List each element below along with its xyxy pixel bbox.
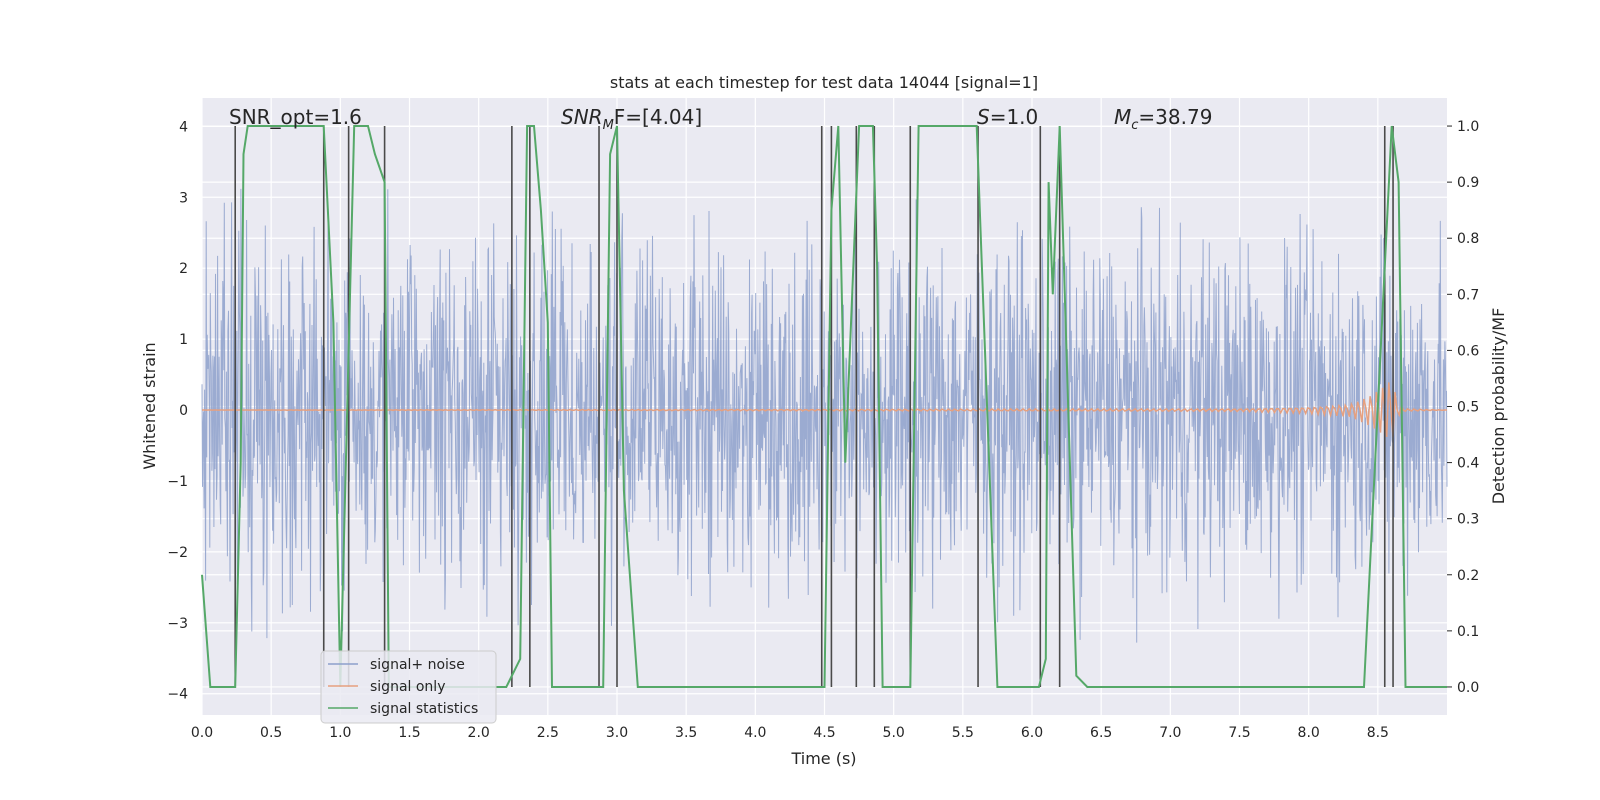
annotation-mc-value: =38.79 (1138, 105, 1212, 129)
annotation-s: S=1.0 (977, 105, 1038, 129)
x-tick-label: 8.5 (1367, 725, 1389, 741)
signal-noise-line (201, 188, 1448, 643)
chart-title: stats at each timestep for test data 140… (610, 73, 1038, 92)
y-tick-label: 0 (179, 403, 188, 419)
signal-only-line (202, 382, 1447, 438)
y2-tick-label: 0.4 (1457, 456, 1479, 472)
signal-statistics-line (201, 125, 1447, 688)
x-ticks: 0.0 0.5 1.0 1.5 2.0 2.5 3.0 3.5 4.0 4.5 5.0 5.5 6.0 6… (191, 725, 1389, 741)
x-tick-label: 1.5 (398, 725, 420, 741)
y2-tick-label: 0.2 (1457, 568, 1479, 584)
signal-only-series (202, 382, 1447, 438)
legend-label-signal-noise: signal+ noise (370, 657, 465, 673)
x-tick-label: 6.0 (1021, 725, 1043, 741)
annotation-mc-base: M (1114, 105, 1131, 129)
annotation-snr-mf-sub: M (603, 118, 614, 133)
annotation-snr-opt: SNR_opt=1.6 (229, 105, 362, 129)
y-tick-label: −3 (167, 616, 188, 632)
x-axis-label: Time (s) (790, 749, 856, 768)
y-axis-label: Whitened strain (140, 342, 159, 469)
annotation-snr-mf: SNRMF=[4.04] (561, 105, 702, 133)
legend-label-signal-statistics: signal statistics (370, 701, 478, 717)
x-tick-label: 4.5 (813, 725, 835, 741)
y-tick-label: −1 (167, 474, 188, 490)
x-tick-label: 7.5 (1228, 725, 1250, 741)
x-tick-label: 0.0 (191, 725, 213, 741)
x-tick-label: 0.5 (260, 725, 282, 741)
legend-label-signal-only: signal only (370, 679, 445, 695)
y2-tick-label: 0.9 (1457, 175, 1479, 191)
y2-tick-label: 0.3 (1457, 512, 1479, 528)
y-tick-label: 1 (179, 332, 188, 348)
y2-tick-label: 0.7 (1457, 287, 1479, 303)
y2-tick-label: 0.8 (1457, 231, 1479, 247)
annotation-s-base: S (977, 105, 990, 129)
y2-tick-label: 0.1 (1457, 624, 1479, 640)
x-tick-label: 2.0 (468, 725, 490, 741)
y-tick-label: −4 (167, 687, 188, 703)
legend: signal+ noise signal only signal statist… (320, 650, 497, 724)
y-tick-label: 2 (179, 261, 188, 277)
x-tick-label: 7.0 (1159, 725, 1181, 741)
annotation-s-value: =1.0 (990, 105, 1039, 129)
y2-ticks: 1.0 0.9 0.8 0.7 0.6 0.5 0.4 0.3 0.2 0.1 0.0 (1447, 119, 1479, 696)
y-tick-label: 4 (179, 119, 188, 135)
signal-statistics-series (201, 125, 1447, 688)
x-tick-label: 3.0 (606, 725, 628, 741)
annotation-mc-sub: c (1131, 118, 1138, 133)
y2-tick-label: 0.0 (1457, 680, 1479, 696)
y-tick-label: −2 (167, 545, 188, 561)
signal-noise-series (201, 188, 1448, 643)
vertical-markers (234, 126, 1394, 687)
y-ticks: 4 3 2 1 0 −1 −2 −3 −4 (167, 119, 188, 702)
x-tick-label: 2.5 (537, 725, 559, 741)
x-tick-label: 1.0 (329, 725, 351, 741)
y2-axis-label: Detection probability/MF (1489, 308, 1508, 505)
y2-tick-label: 0.5 (1457, 400, 1479, 416)
x-tick-label: 8.0 (1298, 725, 1320, 741)
annotation-mc: Mc=38.79 (1114, 105, 1212, 133)
y-tick-label: 3 (179, 190, 188, 206)
y2-tick-label: 1.0 (1457, 119, 1479, 135)
annotation-snr-mf-value: F=[4.04] (614, 105, 702, 129)
annotation-snr-mf-base: SNR (561, 105, 603, 129)
x-tick-label: 5.5 (952, 725, 974, 741)
x-tick-label: 3.5 (675, 725, 697, 741)
x-tick-label: 4.0 (744, 725, 766, 741)
x-tick-label: 5.0 (883, 725, 905, 741)
y2-tick-label: 0.6 (1457, 343, 1479, 359)
legend-box (320, 650, 497, 724)
x-tick-label: 6.5 (1090, 725, 1112, 741)
